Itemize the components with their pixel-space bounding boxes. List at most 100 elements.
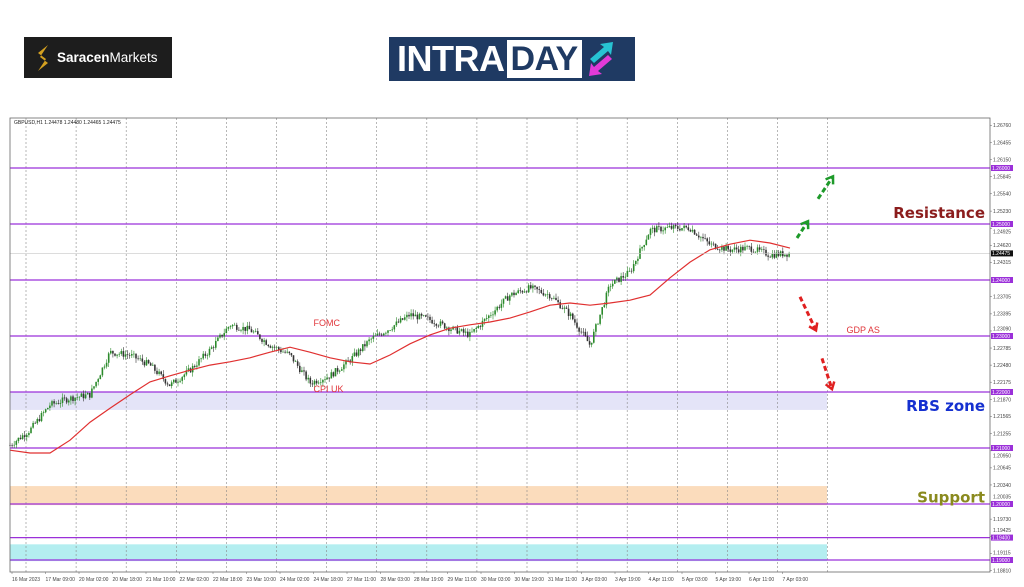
candle-body: [756, 247, 759, 252]
candle-body: [116, 354, 118, 356]
level-label: 1.19000: [992, 558, 1010, 564]
candle-body: [704, 238, 706, 239]
candle-body: [324, 379, 326, 381]
candle-body: [698, 235, 700, 238]
candle-body: [731, 249, 734, 252]
candle-body: [257, 331, 259, 335]
candle-body: [118, 353, 120, 355]
candle-body: [485, 318, 488, 319]
candle-body: [544, 294, 547, 296]
event-annotation: CPI UK: [314, 384, 344, 394]
candle-body: [30, 427, 32, 434]
candle-body: [170, 382, 173, 387]
candle-body: [450, 329, 452, 332]
y-tick-label: 1.21870: [993, 397, 1011, 403]
candle-body: [729, 249, 732, 252]
candle-body: [263, 340, 265, 342]
x-tick-label: 29 Mar 11:00: [448, 577, 477, 583]
candle-body: [65, 398, 68, 403]
candle-body: [112, 350, 114, 354]
candle-body: [446, 327, 448, 329]
candle-body: [366, 341, 368, 347]
y-tick-label: 1.18810: [993, 568, 1011, 574]
candle-body: [595, 324, 597, 332]
candle-body: [233, 324, 236, 326]
candle-body: [341, 369, 343, 371]
candle-body: [496, 306, 498, 311]
candle-body: [120, 351, 123, 354]
candle-body: [574, 319, 576, 323]
saracen-s-icon: [38, 44, 48, 71]
arrow-head-icon: [808, 322, 819, 333]
y-tick-label: 1.25845: [993, 174, 1011, 180]
candle-body: [616, 277, 618, 280]
level-label-box: [991, 501, 1013, 507]
candle-body: [635, 260, 637, 265]
candle-body: [154, 364, 156, 371]
candle-body: [502, 298, 505, 304]
candle-body: [744, 246, 746, 251]
candle-body: [317, 382, 320, 384]
candle-body: [422, 315, 425, 316]
candle-body: [515, 292, 517, 296]
x-tick-label: 27 Mar 11:00: [347, 577, 376, 583]
candle-body: [645, 239, 648, 245]
candle-body: [40, 413, 43, 422]
x-tick-label: 24 Mar 18:00: [314, 577, 344, 583]
candle-body: [593, 331, 595, 343]
candle-body: [754, 251, 757, 253]
candle-body: [38, 419, 41, 422]
level-label: 1.22000: [992, 390, 1010, 396]
candle-body: [551, 298, 553, 299]
candle-body: [76, 397, 78, 398]
candle-body: [128, 354, 131, 356]
candle-body: [242, 326, 244, 331]
candle-body: [656, 226, 658, 233]
candle-body: [561, 308, 564, 309]
level-label: 1.20000: [992, 502, 1010, 508]
candle-body: [137, 358, 139, 360]
candle-body: [15, 441, 18, 445]
candle-body: [380, 334, 383, 336]
candle-body: [723, 246, 725, 251]
y-tick-label: 1.21565: [993, 414, 1011, 420]
candle-body: [614, 279, 616, 284]
candle-body: [164, 379, 167, 384]
y-tick-label: 1.26760: [993, 123, 1011, 129]
candle-body: [183, 374, 186, 378]
candle-body: [714, 243, 717, 249]
candle-body: [89, 392, 91, 398]
candle-body: [301, 370, 303, 373]
candle-body: [784, 254, 786, 257]
candle-body: [215, 340, 217, 348]
candle-body: [84, 394, 87, 399]
candle-body: [389, 330, 391, 331]
candle-body: [523, 291, 526, 293]
candle-body: [181, 377, 183, 381]
candle-body: [427, 316, 429, 318]
x-tick-label: 7 Apr 03:00: [783, 577, 809, 583]
candle-body: [477, 326, 480, 329]
x-tick-label: 5 Apr 19:00: [716, 577, 742, 583]
candle-body: [475, 328, 477, 330]
y-tick-label: 1.22785: [993, 346, 1011, 352]
candle-body: [383, 333, 385, 336]
candle-body: [313, 380, 316, 385]
candle-body: [599, 314, 601, 324]
candle-body: [124, 354, 127, 357]
candle-body: [372, 336, 375, 339]
candle-body: [315, 380, 318, 384]
candle-body: [546, 294, 549, 295]
candle-body: [462, 329, 465, 333]
candle-body: [166, 383, 169, 385]
candle-body: [498, 306, 501, 308]
scenario-arrow-up: [816, 175, 835, 200]
candle-body: [175, 379, 177, 383]
x-tick-label: 5 Apr 03:00: [682, 577, 708, 583]
candle-body: [567, 308, 570, 317]
candle-body: [706, 238, 708, 242]
candle-body: [668, 226, 671, 228]
candle-body: [49, 405, 51, 408]
candle-body: [240, 330, 242, 331]
